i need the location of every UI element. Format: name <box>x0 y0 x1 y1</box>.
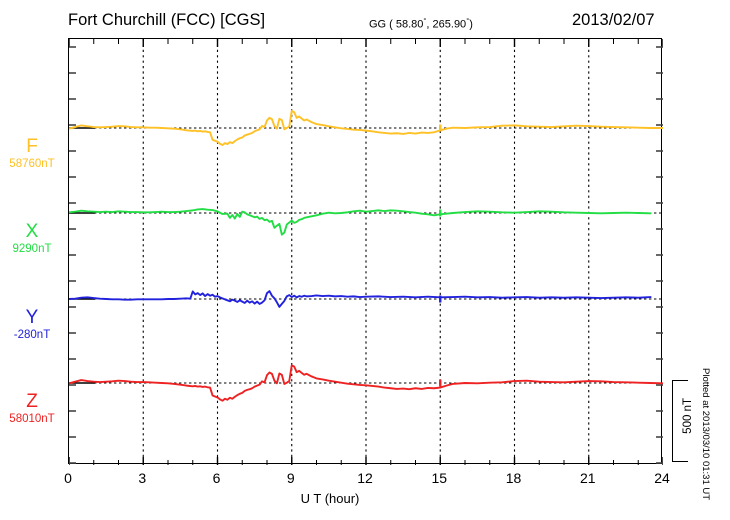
component-label-f: F 58760nT <box>0 137 64 170</box>
trace-z <box>69 364 663 402</box>
x-tick-label: 3 <box>138 470 147 486</box>
x-tick-label: 12 <box>357 470 373 486</box>
x-tick-label: 6 <box>212 470 221 486</box>
component-baseline-value: 58010nT <box>9 412 55 425</box>
x-axis-title: U T (hour) <box>300 491 360 506</box>
component-label-z: Z 58010nT <box>0 392 64 425</box>
geographic-coordinates: GG ( 58.80°, 265.90°) <box>369 16 473 31</box>
component-letter: Z <box>26 391 38 412</box>
page-title: Fort Churchill (FCC) [CGS] <box>68 11 266 29</box>
scale-bar <box>672 380 688 462</box>
component-letter: Y <box>25 307 39 328</box>
x-tick-label: 0 <box>64 470 72 486</box>
component-letter: X <box>25 221 39 242</box>
plotted-timestamp: Plotted at 2013/03/10 01:31 UT <box>700 368 711 501</box>
coords-prefix: GG ( 58.80 <box>369 18 424 31</box>
component-label-x: X 9290nT <box>0 222 64 255</box>
component-baseline-value: 58760nT <box>9 157 55 170</box>
x-tick-label: 24 <box>654 470 670 486</box>
x-tick-label: 9 <box>286 470 295 486</box>
trace-f <box>69 109 663 147</box>
coords-suffix: ) <box>469 18 473 31</box>
degree-icon-1: ° <box>423 16 427 25</box>
x-tick-label: 18 <box>505 470 522 486</box>
x-tick-label: 15 <box>431 470 448 486</box>
trace-y <box>69 290 652 308</box>
scale-bar-label: 500 nT <box>682 398 694 434</box>
magnetogram-traces <box>69 39 663 465</box>
observation-date: 2013/02/07 <box>572 11 655 29</box>
degree-icon-2: ° <box>466 16 470 25</box>
coords-mid: , 265.90 <box>426 18 467 31</box>
plot-area <box>68 38 663 465</box>
component-baseline-value: -280nT <box>13 328 51 341</box>
x-tick-label: 21 <box>579 470 596 486</box>
component-letter: F <box>26 136 38 157</box>
component-label-y: Y -280nT <box>0 308 64 341</box>
trace-x <box>69 208 652 236</box>
component-baseline-value: 9290nT <box>12 242 52 255</box>
